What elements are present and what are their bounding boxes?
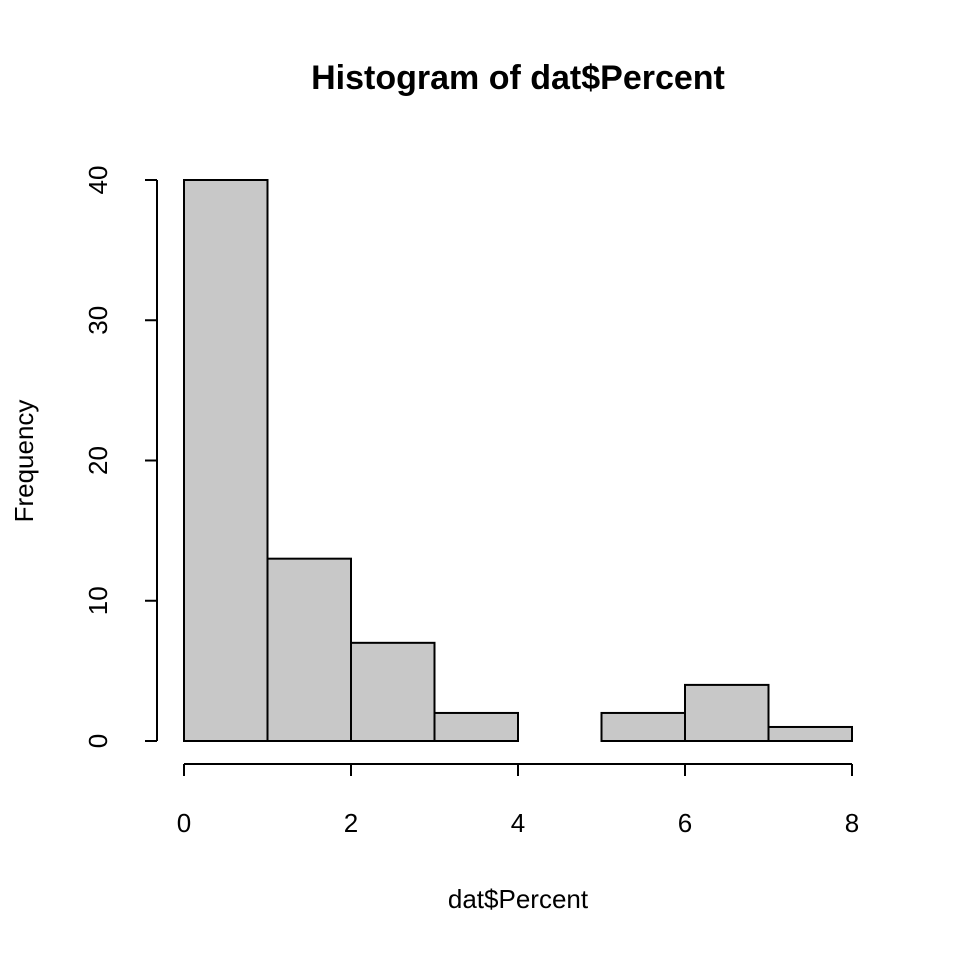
bar: [684, 683, 770, 743]
bar: [266, 557, 352, 742]
x-tick-label: 4: [511, 808, 525, 838]
x-tick-label: 0: [177, 808, 191, 838]
bar: [350, 641, 436, 743]
bar: [600, 711, 686, 743]
y-tick-label: 30: [83, 306, 113, 335]
x-axis-label: dat$Percent: [448, 884, 589, 914]
x-tick-label: 2: [344, 808, 358, 838]
y-tick-label: 40: [83, 166, 113, 195]
x-tick-label: 6: [678, 808, 692, 838]
bar: [767, 725, 853, 742]
bar: [433, 711, 519, 743]
y-tick-label: 0: [83, 734, 113, 748]
chart-title: Histogram of dat$Percent: [311, 59, 725, 97]
bar: [183, 179, 269, 742]
y-tick-label: 20: [83, 446, 113, 475]
y-tick-label: 10: [83, 586, 113, 615]
x-tick-label: 8: [845, 808, 859, 838]
y-axis-label: Frequency: [9, 400, 39, 523]
